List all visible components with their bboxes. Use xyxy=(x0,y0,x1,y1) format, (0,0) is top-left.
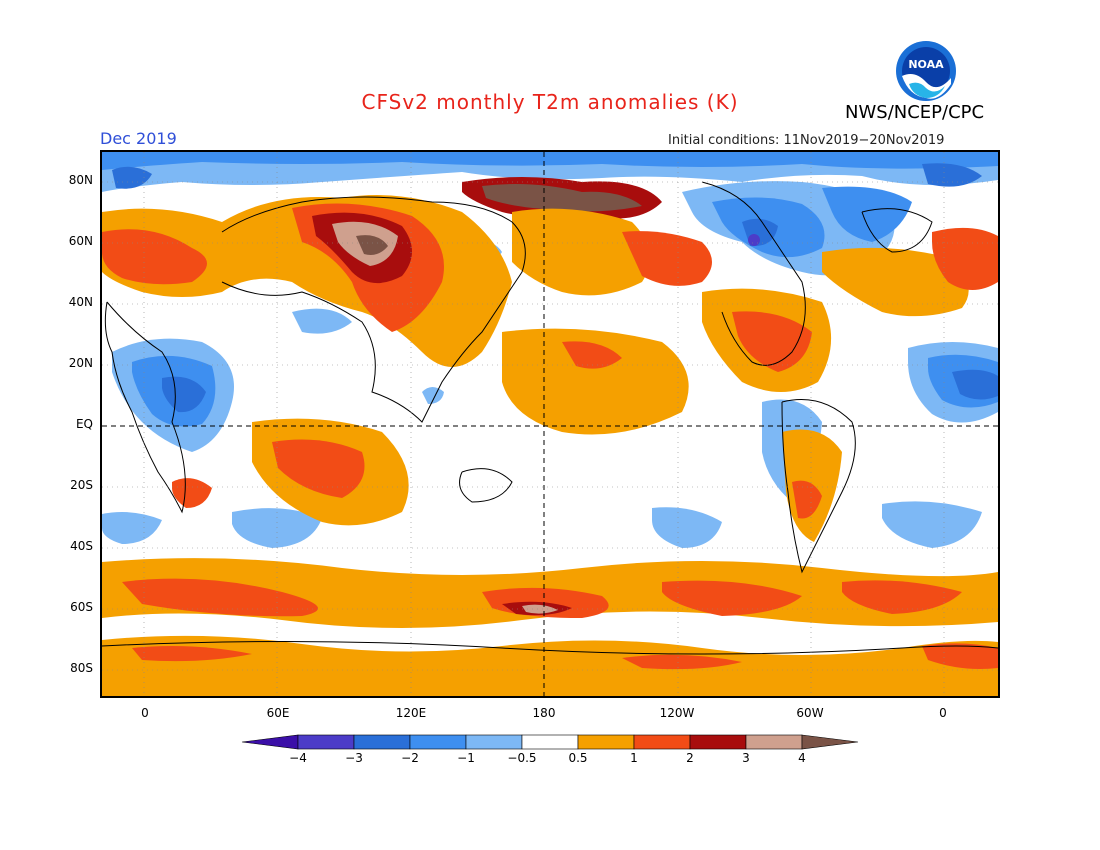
color-bar-swatch xyxy=(689,734,747,750)
legend-label-1: 1 xyxy=(630,751,638,765)
lon-label-120w: 120W xyxy=(659,706,695,720)
color-bar-arrow-right xyxy=(801,734,859,750)
lat-label-60n: 60N xyxy=(68,234,93,248)
chart-title: CFSv2 monthly T2m anomalies (K) xyxy=(361,90,739,114)
legend-label-neg1: −1 xyxy=(457,751,475,765)
lat-label-80s: 80S xyxy=(70,661,93,675)
lon-label-60w: 60W xyxy=(796,706,824,720)
lon-label-120e: 120E xyxy=(395,706,427,720)
color-bar-swatch xyxy=(521,734,579,750)
initial-conditions-label: Initial conditions: 11Nov2019−20Nov2019 xyxy=(668,133,945,148)
lon-label-60e: 60E xyxy=(266,706,290,720)
lon-label-0-left: 0 xyxy=(141,706,149,720)
legend-label-4: 4 xyxy=(798,751,806,765)
anomaly-map xyxy=(100,150,1000,698)
lon-label-0-right: 0 xyxy=(939,706,947,720)
legend-label-2: 2 xyxy=(686,751,694,765)
svg-text:NOAA: NOAA xyxy=(908,58,944,71)
legend-label-neg3: −3 xyxy=(345,751,363,765)
lat-label-20s: 20S xyxy=(70,478,93,492)
gridlines xyxy=(102,152,998,696)
coastlines xyxy=(102,181,998,655)
lon-label-180: 180 xyxy=(532,706,556,720)
color-bar-swatch xyxy=(745,734,803,750)
legend-label-neg2: −2 xyxy=(401,751,419,765)
lat-label-eq: EQ xyxy=(75,417,93,431)
legend-label-0-5: 0.5 xyxy=(568,751,588,765)
legend-label-3: 3 xyxy=(742,751,750,765)
color-bar-swatch xyxy=(353,734,411,750)
agency-label: NWS/NCEP/CPC xyxy=(845,102,985,123)
color-bar-swatch xyxy=(409,734,467,750)
noaa-logo-icon: NOAA xyxy=(896,41,956,101)
color-bar-swatch xyxy=(633,734,691,750)
color-bar xyxy=(241,734,859,750)
warm-anomaly-regions xyxy=(102,177,998,696)
lat-label-20n: 20N xyxy=(68,356,93,370)
lat-label-80n: 80N xyxy=(68,173,93,187)
lat-label-40s: 40S xyxy=(70,539,93,553)
color-bar-swatch xyxy=(465,734,523,750)
reference-lines xyxy=(102,152,998,696)
legend-label-neg4: −4 xyxy=(289,751,307,765)
lat-label-60s: 60S xyxy=(70,600,93,614)
color-bar-swatch xyxy=(577,734,635,750)
month-label: Dec 2019 xyxy=(100,129,177,148)
color-bar-swatch xyxy=(297,734,355,750)
color-bar-arrow-left xyxy=(241,734,299,750)
color-bar-swatches xyxy=(241,734,859,750)
legend-label-neg0-5: −0.5 xyxy=(507,751,537,765)
anomaly-map-canvas xyxy=(102,152,998,696)
lat-label-40n: 40N xyxy=(68,295,93,309)
